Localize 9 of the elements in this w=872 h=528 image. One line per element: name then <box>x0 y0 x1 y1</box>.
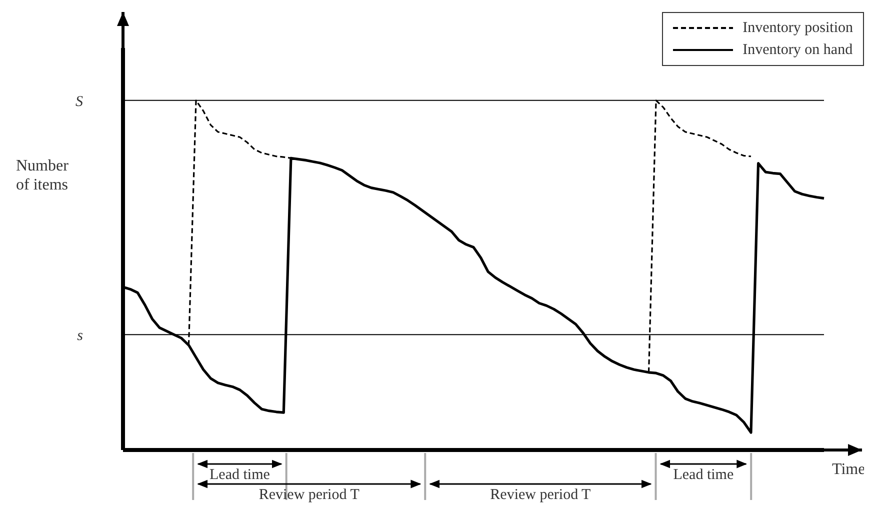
text: Lead time <box>210 467 270 483</box>
legend-label: Inventory position <box>742 19 853 38</box>
text: Lead time <box>673 467 734 483</box>
ref-line-label: s <box>77 328 84 344</box>
legend-label: Inventory on hand <box>742 41 853 60</box>
y-axis-title: Number of items <box>16 157 70 194</box>
text: Review period T <box>258 487 360 503</box>
text: Review period T <box>490 487 591 503</box>
ref-line-label: S <box>76 94 84 110</box>
